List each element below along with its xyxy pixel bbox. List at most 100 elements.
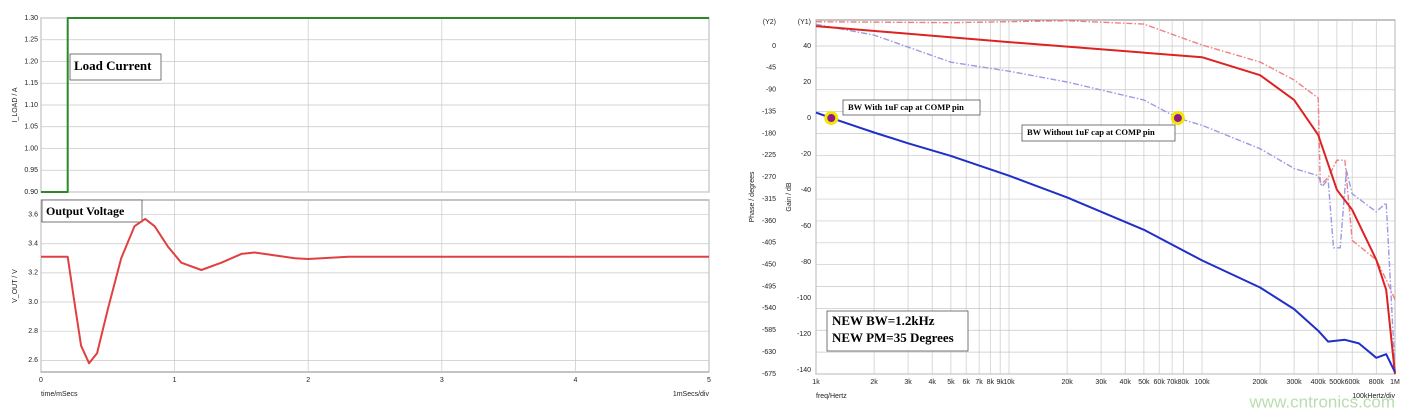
y-tick-label: -80 [801,259,811,266]
annotation: NEW BW=1.2kHz [832,313,935,328]
x-tick-label: 70k [1166,379,1178,386]
y2-tick-label: -45 [766,65,776,72]
y2-tick-label: -270 [762,174,776,181]
y-tick-label: 0 [807,115,811,122]
y-tick-label: -60 [801,223,811,230]
x-tick-label: 400k [1311,379,1327,386]
y-tick-label: 3.6 [28,211,38,218]
y-axis-title: Gain / dB [786,182,793,212]
x-tick-label: 2 [306,377,310,384]
x-axis-title: freq/Hertz [816,393,847,400]
y2-tick-label: -585 [762,327,776,334]
x-tick-label: 10k [1003,379,1015,386]
y2-tick-label: -315 [762,196,776,203]
annotation: BW Without 1uF cap at COMP pin [1027,127,1155,137]
x-tick-label: 200k [1253,379,1269,386]
data-line [815,25,1396,375]
marker [1170,111,1185,126]
y2-tick-label: -540 [762,305,776,312]
annotation: NEW PM=35 Degrees [832,330,954,345]
y-axis-title: V_OUT / V [12,269,19,303]
y-tick-label: 1.25 [24,37,38,44]
y2-tick-label: -450 [762,262,776,269]
x-tick-label: 50k [1138,379,1150,386]
annotation-box [842,99,981,116]
y2-tick-label: -90 [766,87,776,94]
y-tick-label: 3.4 [28,241,38,248]
x-scale-label: 1mSecs/div [673,391,710,398]
y-tick-label: -20 [801,151,811,158]
x-tick-label: 800k [1369,379,1385,386]
y2-tick-label: -630 [762,349,776,356]
x-tick-label: 300k [1286,379,1302,386]
y-tick-label: 40 [803,43,811,50]
y-tick-label: 1.30 [24,15,38,22]
annotation-box [69,53,162,81]
annotation-box [41,199,143,223]
x-tick-label: 7k [975,379,983,386]
data-line [41,17,709,193]
y2-axis-tag: (Y2) [763,19,776,26]
y2-tick-label: -135 [762,108,776,115]
y-tick-label: -100 [797,295,811,302]
data-line [815,23,1396,371]
x-tick-label: 4k [928,379,936,386]
y-tick-label: -140 [797,367,811,374]
y-tick-label: 3.2 [28,270,38,277]
x-tick-label: 60k [1154,379,1166,386]
y2-axis-title: Phase / degrees [749,171,756,222]
y-tick-label: 1.05 [24,124,38,131]
y2-tick-label: -225 [762,152,776,159]
x-tick-label: 9k [996,379,1004,386]
y-tick-label: 1.15 [24,80,38,87]
x-tick-label: 8k [987,379,995,386]
y-axis-tag: (Y1) [798,19,811,26]
y-tick-label: 20 [803,79,811,86]
watermark: www.cntronics.com [1249,392,1395,411]
x-tick-label: 100k [1194,379,1210,386]
x-tick-label: 1M [1390,379,1400,386]
x-tick-label: 5k [947,379,955,386]
y-tick-label: 0.90 [24,189,38,196]
x-tick-label: 3k [904,379,912,386]
y-tick-label: -120 [797,331,811,338]
x-tick-label: 1 [173,377,177,384]
x-tick-label: 0 [39,377,43,384]
data-line [815,111,1396,373]
marker [824,111,839,126]
y-tick-label: 3.0 [28,299,38,306]
x-tick-label: 4 [573,377,577,384]
annotation: BW With 1uF cap at COMP pin [848,102,964,112]
x-tick-label: 6k [962,379,970,386]
y2-tick-label: -495 [762,283,776,290]
x-tick-label: 2k [870,379,878,386]
plot-area [40,199,710,373]
x-tick-label: 1k [812,379,820,386]
x-tick-label: 40k [1120,379,1132,386]
y-tick-label: 2.6 [28,357,38,364]
y2-tick-label: -405 [762,240,776,247]
y2-tick-label: -675 [762,371,776,378]
y-tick-label: -40 [801,187,811,194]
x-tick-label: 5 [707,377,711,384]
annotation: Load Current [74,58,152,73]
y-tick-label: 1.00 [24,145,38,152]
x-tick-label: 500k [1329,379,1345,386]
y2-tick-label: -180 [762,130,776,137]
x-axis-title: time/mSecs [41,391,78,398]
x-tick-label: 20k [1061,379,1073,386]
data-line [41,217,709,365]
y2-tick-label: 0 [772,43,776,50]
x-tick-label: 30k [1095,379,1107,386]
y2-tick-label: -360 [762,218,776,225]
y-tick-label: 1.20 [24,58,38,65]
y-tick-label: 2.8 [28,328,38,335]
annotation-box [826,310,969,352]
x-tick-label: 3 [440,377,444,384]
data-line [815,20,1396,300]
x-tick-label: 80k [1178,379,1190,386]
annotation-box [1021,124,1176,142]
annotation: Output Voltage [46,204,125,218]
x-tick-label: 600k [1345,379,1361,386]
